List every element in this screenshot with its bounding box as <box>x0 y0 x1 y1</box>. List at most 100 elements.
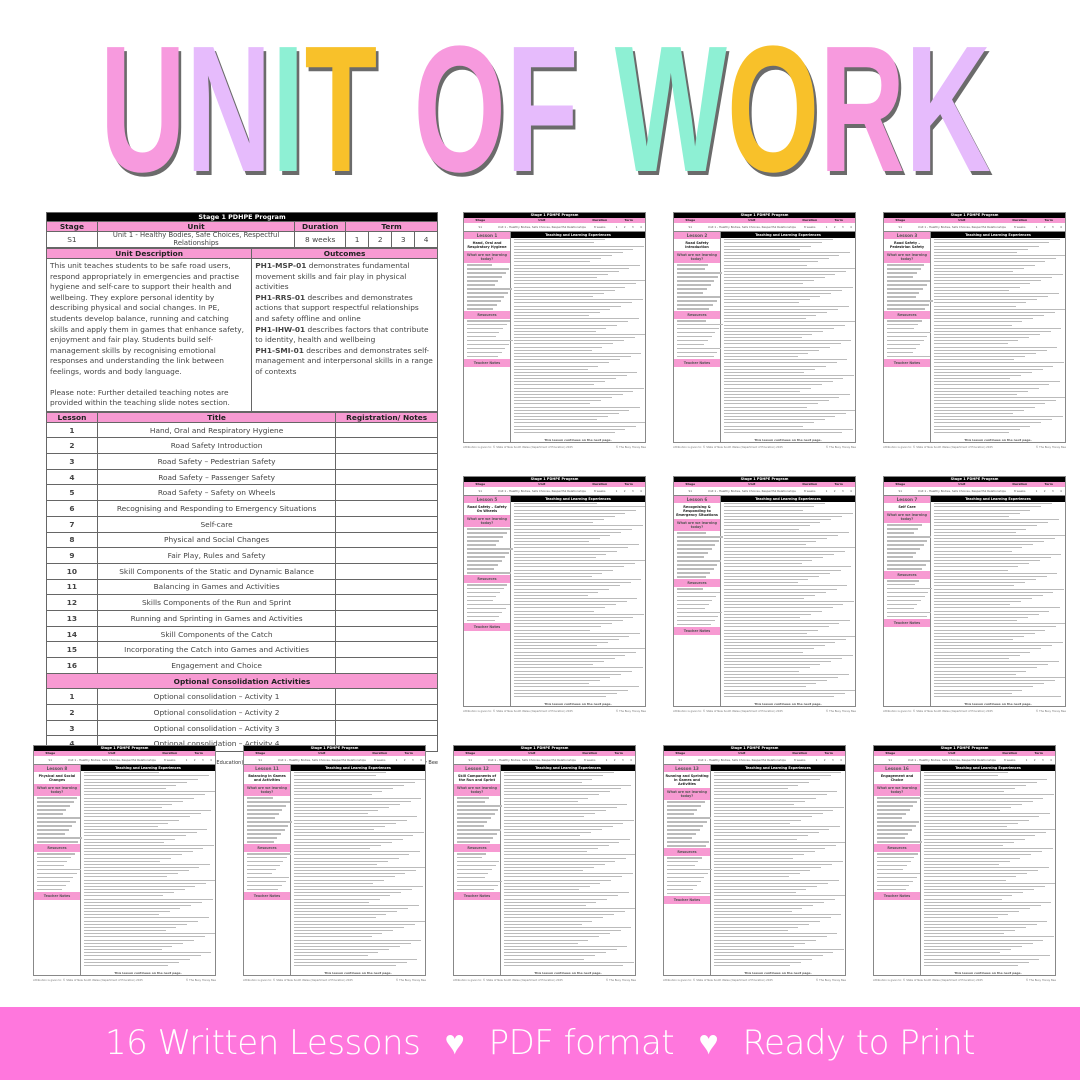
outcome: PH1-RRS-01 describes and demonstrates ac… <box>255 293 434 325</box>
thumb-lesson-title: Physical and Social Changes <box>38 774 76 782</box>
thumb-term-header: Term <box>834 482 843 486</box>
thumb-unit-header: Unit <box>748 218 756 222</box>
lesson-number: 6 <box>46 500 98 517</box>
thumb-tle-header: Teaching and Learning Experiences <box>721 232 855 238</box>
thumb-learning-header: What are we learning today? <box>674 251 720 263</box>
thumb-heading: Stage 1 PDHPE Program <box>674 477 855 482</box>
lesson-row: 15 Incorporating the Catch into Games and… <box>46 641 438 659</box>
lesson-title: Skill Components of the Catch <box>96 625 337 643</box>
thumb-resources-header: Resources <box>34 843 80 852</box>
thumb-learning-header: What are we learning today? <box>874 784 920 796</box>
thumb-stage-header: Stage <box>675 751 686 755</box>
lesson-notes-cell <box>335 531 438 549</box>
thumb-term: 1 <box>1035 225 1038 229</box>
thumb-unit: Unit 1 - Healthy Bodies, Safe Choices, R… <box>277 758 366 762</box>
thumb-teacher-notes-header: Teacher Notes <box>874 891 920 900</box>
thumb-terms: 1 2 3 4 <box>1032 223 1065 231</box>
lesson-page-thumbnail: Stage 1 PDHPE Program Stage Unit Duration T… <box>883 476 1066 713</box>
term-2: 2 <box>368 231 393 248</box>
thumb-continues-note: This lesson continues on the next page. <box>544 437 612 442</box>
thumb-tle-header: Teaching and Learning Experiences <box>931 496 1065 502</box>
thumb-term: 2 <box>1043 225 1046 229</box>
thumb-stage-header: Stage <box>885 751 896 755</box>
thumb-duration-header: Duration <box>592 218 608 222</box>
lesson-title: Skills Components of the Run and Sprint <box>96 594 337 611</box>
term-4: 4 <box>414 231 438 248</box>
thumb-terms: 1 2 3 4 <box>1032 487 1065 495</box>
lesson-page-thumbnail: Stage 1 PDHPE Program Stage Unit Duration T… <box>243 745 426 982</box>
thumb-stage: S1 <box>258 758 263 762</box>
thumb-lesson-title: Road Safety – Safety On Wheels <box>467 505 507 513</box>
thumb-term: 1 <box>1025 758 1028 762</box>
lesson-number: 14 <box>46 625 98 643</box>
lesson-row: 3 Optional consolidation – Activity 3 <box>46 719 438 737</box>
lesson-title: Road Safety – Passenger Safety <box>96 468 337 486</box>
thumb-tle-header: Teaching and Learning Experiences <box>291 765 425 771</box>
thumb-stage: S1 <box>688 489 693 493</box>
lesson-page-thumbnail: Stage 1 PDHPE Program Stage Unit Duration T… <box>453 745 636 982</box>
lesson-number: 5 <box>46 484 98 502</box>
title-letter: T <box>304 9 378 210</box>
thumb-lesson-number: Lesson 7 <box>884 496 930 503</box>
lesson-page-thumbnail: Stage 1 PDHPE Program Stage Unit Duration T… <box>673 212 856 449</box>
lessons-table: Lesson Title Registration/ Notes 1 Hand, … <box>46 411 438 753</box>
thumb-lesson-number: Lesson 5 <box>464 496 510 503</box>
thumb-terms: 1 2 3 4 <box>612 487 645 495</box>
thumb-attribution: Attribution is given to: © State of New … <box>463 446 573 449</box>
thumb-stage-header: Stage <box>475 482 486 486</box>
stage-value: S1 <box>46 231 98 248</box>
thumb-term: 3 <box>631 225 634 229</box>
thumb-continues-note: This lesson continues on the next page. <box>754 701 822 706</box>
lesson-notes-cell <box>335 437 438 455</box>
lesson-notes-cell <box>335 594 438 611</box>
thumb-term: 2 <box>623 489 626 493</box>
thumb-attribution: Attribution is given to: © State of New … <box>243 979 353 982</box>
thumb-term: 2 <box>623 225 626 229</box>
lesson-page-thumbnail: Stage 1 PDHPE Program Stage Unit Duration T… <box>663 745 846 982</box>
thumb-unit: Unit 1 - Healthy Bodies, Safe Choices, R… <box>697 758 786 762</box>
stage-header: Stage <box>46 221 98 232</box>
thumb-unit: Unit 1 - Healthy Bodies, Safe Choices, R… <box>917 489 1006 493</box>
lesson-title: Optional consolidation – Activity 1 <box>96 688 337 706</box>
thumb-lesson-number: Lesson 1 <box>464 232 510 239</box>
unit-of-work-title: UNIT OF WORK <box>100 9 991 210</box>
lesson-notes-cell <box>335 719 438 737</box>
lesson-number: 15 <box>46 641 98 659</box>
thumb-term: 3 <box>841 489 844 493</box>
lesson-notes-cell <box>335 547 438 564</box>
thumb-attribution: Attribution is given to: © State of New … <box>663 979 773 982</box>
thumb-term-header: Term <box>614 751 623 755</box>
lesson-title: Fair Play, Rules and Safety <box>96 547 337 564</box>
thumb-stage-header: Stage <box>685 218 696 222</box>
thumb-resources-header: Resources <box>464 310 510 319</box>
outcome-code: PH1-MSP-01 <box>255 261 307 270</box>
thumb-term: 1 <box>395 758 398 762</box>
thumb-attribution: Attribution is given to: © State of New … <box>883 710 993 713</box>
thumb-duration-header: Duration <box>592 482 608 486</box>
term-3: 3 <box>391 231 416 248</box>
thumb-heading: Stage 1 PDHPE Program <box>664 746 845 751</box>
thumb-heading: Stage 1 PDHPE Program <box>454 746 635 751</box>
thumb-heading: Stage 1 PDHPE Program <box>884 477 1065 482</box>
thumb-unit-header: Unit <box>538 482 546 486</box>
thumb-copyright: © The Busy Honey Bee <box>185 979 216 982</box>
thumb-copyright: © The Busy Honey Bee <box>1035 710 1066 713</box>
thumb-term: 2 <box>823 758 826 762</box>
thumb-unit-header: Unit <box>748 482 756 486</box>
thumb-tle-header: Teaching and Learning Experiences <box>931 232 1065 238</box>
thumb-term: 4 <box>850 225 852 229</box>
lesson-number: 2 <box>46 437 98 455</box>
thumb-tle-header: Teaching and Learning Experiences <box>511 232 645 238</box>
thumb-duration: 8 weeks <box>1014 489 1026 493</box>
title-letter: R <box>819 9 906 210</box>
lesson-row: 10 Skill Components of the Static and Dyn… <box>46 562 438 580</box>
lesson-number: 8 <box>46 531 98 549</box>
lesson-row: 11 Balancing in Games and Activities <box>46 578 438 596</box>
lesson-notes-cell <box>335 468 438 486</box>
thumb-learning-header: What are we learning today? <box>454 784 500 796</box>
lesson-row: 7 Self-care <box>46 515 438 533</box>
thumb-copyright: © The Busy Honey Bee <box>825 446 856 449</box>
banner-item: Ready to Print <box>742 1023 975 1063</box>
lesson-notes-cell <box>335 688 438 706</box>
thumb-terms: 1 2 3 4 <box>612 223 645 231</box>
